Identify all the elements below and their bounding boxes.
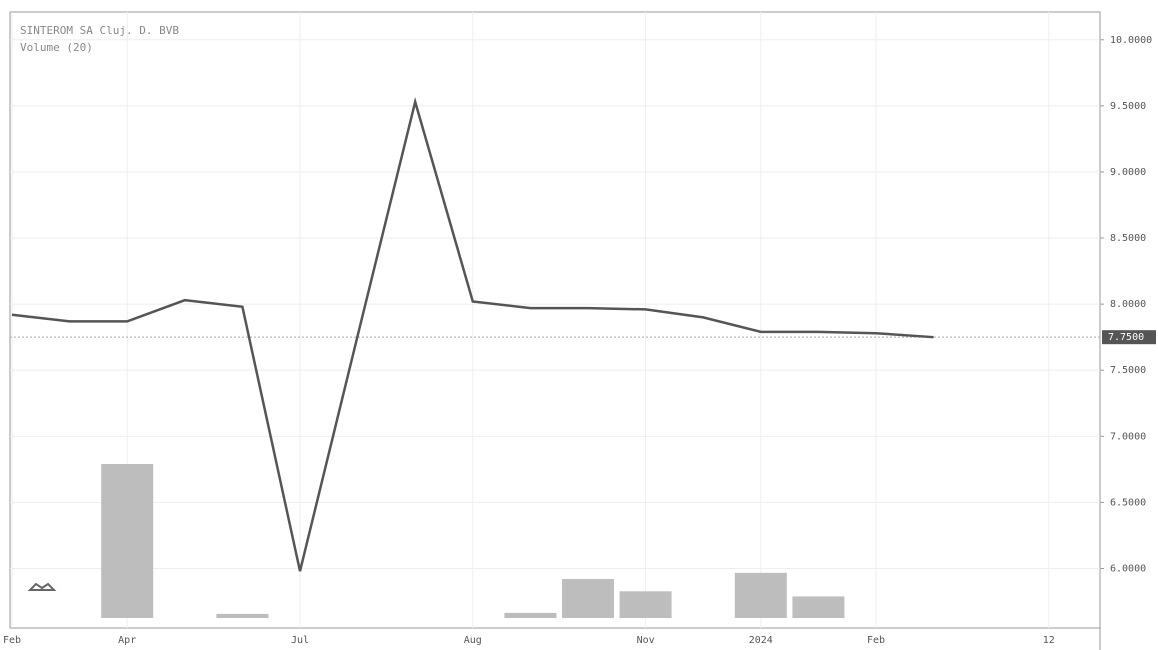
volume-bar	[792, 596, 845, 618]
x-tick-label: Aug	[464, 635, 482, 646]
y-tick-label: 6.0000	[1110, 564, 1146, 575]
x-tick-label: Feb	[867, 635, 885, 646]
volume-bar	[562, 578, 614, 618]
y-tick-label: 8.0000	[1110, 299, 1146, 310]
legend-title: SINTEROM SA Cluj. D. BVB	[20, 24, 179, 37]
logo-icon	[27, 582, 57, 591]
plot-frame	[9, 11, 1101, 629]
y-tick-label: 6.5000	[1110, 497, 1146, 508]
volume-label: Volume (20)	[20, 41, 93, 54]
x-tick-label: 2024	[749, 635, 773, 646]
x-tick-label: Feb	[3, 635, 21, 646]
volume-bar	[101, 464, 154, 618]
x-tick-label: 12	[1043, 635, 1055, 646]
x-tick-label: Jul	[291, 635, 309, 646]
y-tick-label: 7.0000	[1110, 431, 1146, 442]
volume-bar	[504, 612, 557, 618]
price-line	[11, 97, 934, 572]
x-tick-label: Apr	[118, 635, 136, 646]
last-price-badge	[1102, 330, 1156, 345]
y-tick-label: 7.5000	[1110, 365, 1146, 376]
y-tick-label: 10.0000	[1110, 35, 1152, 46]
volume-bar	[734, 572, 787, 618]
volume-bar	[619, 591, 672, 618]
volume-bar	[216, 613, 269, 618]
y-tick-label: 9.0000	[1110, 167, 1146, 178]
y-tick-label: 9.5000	[1110, 101, 1146, 112]
y-tick-label: 8.5000	[1110, 233, 1146, 244]
last-price-label: 7.7500	[1108, 332, 1144, 343]
x-tick-label: Nov	[637, 635, 655, 646]
